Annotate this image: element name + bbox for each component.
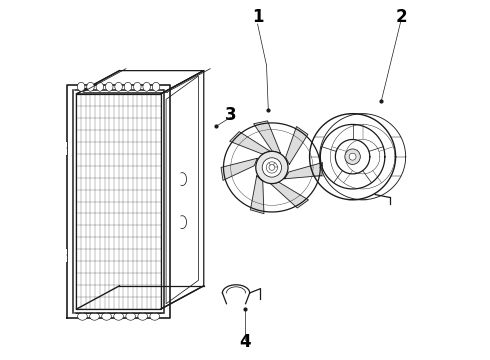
Ellipse shape: [143, 82, 150, 91]
Text: 1: 1: [252, 8, 263, 26]
Circle shape: [262, 158, 282, 177]
Polygon shape: [161, 71, 204, 309]
Polygon shape: [58, 248, 68, 262]
Circle shape: [345, 149, 360, 165]
Text: 3: 3: [225, 107, 237, 125]
Polygon shape: [76, 94, 161, 309]
Ellipse shape: [126, 312, 135, 320]
Ellipse shape: [115, 82, 122, 91]
Polygon shape: [250, 176, 264, 213]
Ellipse shape: [96, 82, 103, 91]
Ellipse shape: [152, 82, 160, 91]
Polygon shape: [286, 127, 308, 164]
Ellipse shape: [124, 82, 132, 91]
Text: 2: 2: [395, 8, 407, 26]
Ellipse shape: [102, 312, 111, 320]
Polygon shape: [285, 163, 322, 179]
Ellipse shape: [90, 312, 99, 320]
Polygon shape: [270, 183, 309, 208]
Text: 4: 4: [239, 333, 251, 351]
Polygon shape: [254, 121, 280, 153]
Polygon shape: [76, 71, 204, 94]
Polygon shape: [230, 132, 270, 154]
Ellipse shape: [134, 82, 141, 91]
Circle shape: [349, 153, 356, 160]
Circle shape: [256, 151, 288, 184]
Ellipse shape: [105, 82, 113, 91]
Ellipse shape: [150, 312, 160, 320]
Polygon shape: [58, 140, 68, 155]
Ellipse shape: [77, 312, 87, 320]
Ellipse shape: [77, 82, 85, 91]
Ellipse shape: [138, 312, 147, 320]
Polygon shape: [221, 158, 257, 180]
Ellipse shape: [87, 82, 94, 91]
Ellipse shape: [114, 312, 123, 320]
